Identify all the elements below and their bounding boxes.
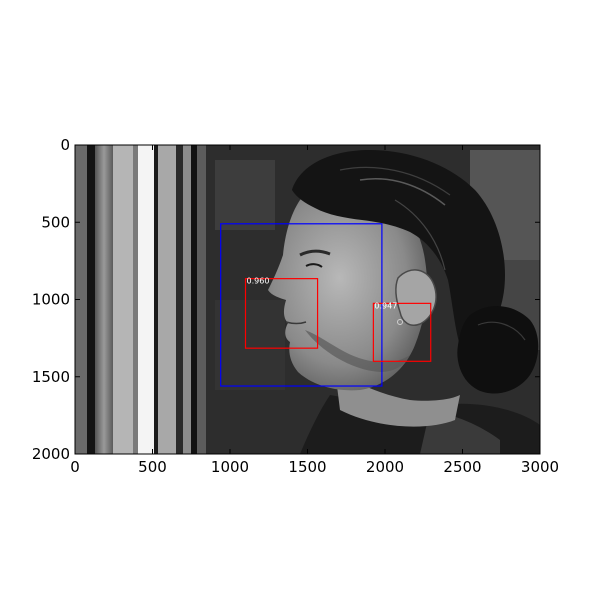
ear-detection-box — [372, 302, 432, 362]
x-tick-label: 2500 — [443, 458, 481, 476]
y-axis: 0 500 1000 1500 2000 — [32, 136, 540, 463]
y-tick-label: 1500 — [32, 368, 70, 386]
x-tick-label: 0 — [70, 458, 80, 476]
x-tick-label: 1000 — [211, 458, 249, 476]
neck — [335, 370, 460, 427]
ear-score-label: 0.947 — [374, 301, 397, 310]
x-tick-label: 500 — [138, 458, 167, 476]
x-tick-label: 2000 — [366, 458, 404, 476]
ear — [395, 269, 437, 326]
x-tick-label: 3000 — [521, 458, 559, 476]
mouth-score-label: 0.960 — [247, 277, 270, 286]
y-tick-label: 500 — [41, 213, 70, 231]
x-tick-label: 1500 — [288, 458, 326, 476]
hair — [292, 150, 505, 347]
x-axis: 0 500 1000 1500 2000 2500 3000 — [70, 145, 559, 476]
face-detection-box — [220, 223, 383, 387]
y-tick-label: 1000 — [32, 291, 70, 309]
mouth-detection-box — [244, 278, 319, 349]
detections-layer: 0.960 0.947 — [220, 223, 432, 387]
face — [268, 186, 427, 391]
y-tick-label: 2000 — [32, 445, 70, 463]
photo — [75, 145, 540, 454]
y-tick-label: 0 — [60, 136, 70, 154]
hair-bun — [457, 305, 539, 394]
door-frames — [75, 145, 206, 454]
